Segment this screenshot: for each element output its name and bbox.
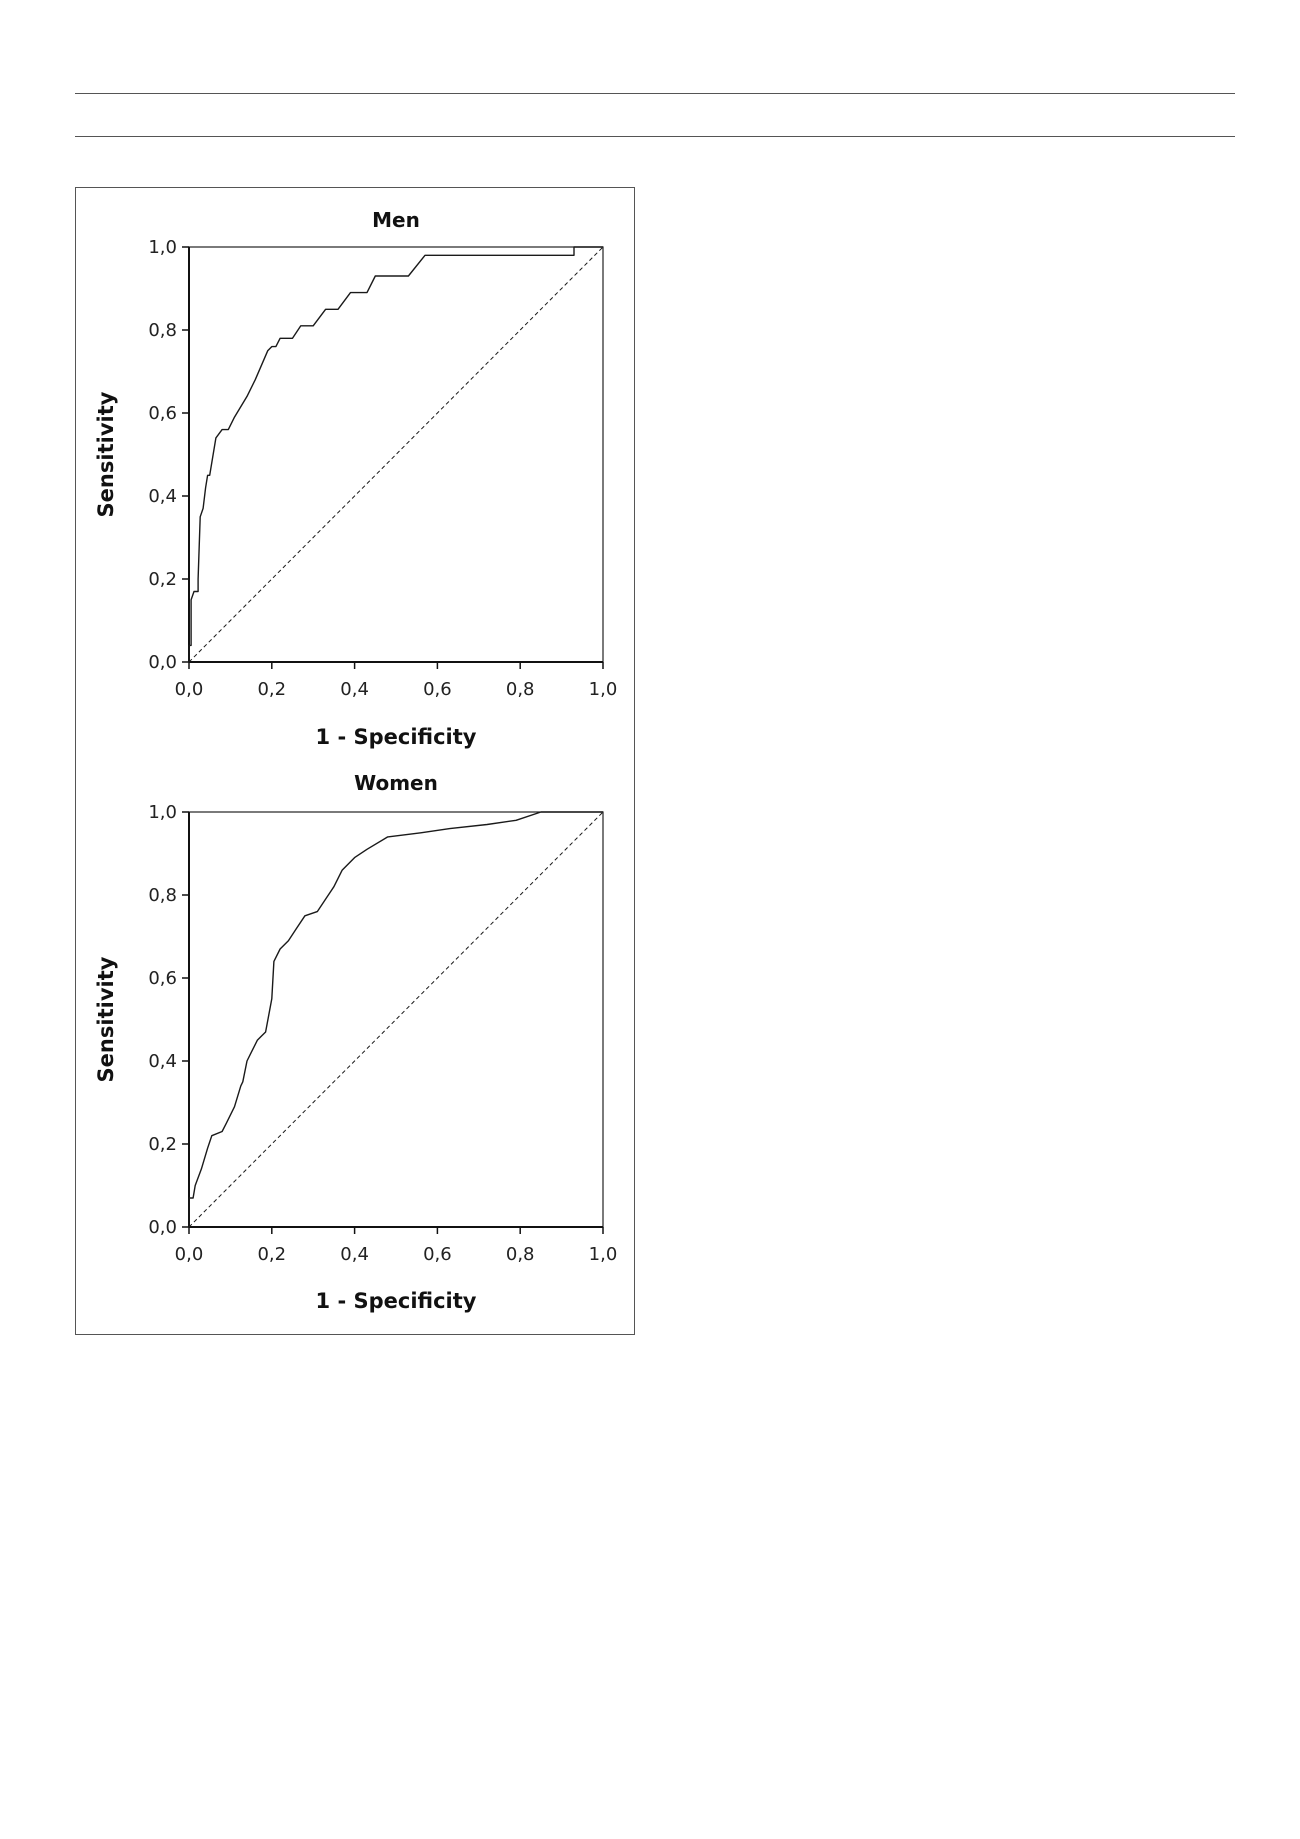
y-tick-label: 0,8	[148, 885, 177, 906]
roc-panel-men: Men 0,0 0,2 0,4 0,6 0,8 1,0 0,0 0,2 0,4 0,6 0,8 1,0 1…	[94, 208, 617, 749]
y-tick-label: 0,6	[148, 968, 177, 989]
x-tick-label: 0,8	[506, 679, 535, 700]
roc-curve-line	[188, 246, 603, 662]
header-rule-bottom	[75, 136, 1235, 137]
x-tick-label: 0,6	[423, 1244, 452, 1265]
roc-panel-women: Women 0,0 0,2 0,4 0,6 0,8 1,0 0,0 0,2 0,4 0,6 0,8 1,…	[94, 771, 617, 1313]
y-tick-label: 1,0	[148, 802, 177, 823]
y-tick-label: 0,8	[148, 320, 177, 341]
y-tick-label: 0,0	[148, 1217, 177, 1238]
y-tick-label: 0,0	[148, 652, 177, 673]
y-tick-label: 0,4	[148, 486, 177, 507]
y-tick-label: 0,2	[148, 1134, 177, 1155]
chart-title: Men	[372, 208, 420, 232]
roc-curve-line	[188, 811, 603, 1227]
x-tick-label: 0,8	[506, 1244, 535, 1265]
x-tick-label: 0,0	[175, 679, 204, 700]
x-tick-label: 1,0	[589, 679, 618, 700]
x-axis-label: 1 - Specificity	[316, 725, 477, 749]
y-tick-label: 0,6	[148, 403, 177, 424]
x-tick-label: 0,6	[423, 679, 452, 700]
y-axis-label: Sensitivity	[94, 391, 118, 517]
x-axis-label: 1 - Specificity	[316, 1289, 477, 1313]
reference-diagonal-line	[188, 246, 604, 663]
x-tick-label: 1,0	[589, 1244, 618, 1265]
y-tick-label: 1,0	[148, 237, 177, 258]
reference-diagonal-line	[188, 811, 604, 1228]
y-axis-label: Sensitivity	[94, 956, 118, 1082]
y-tick-label: 0,2	[148, 569, 177, 590]
x-tick-label: 0,4	[340, 1244, 369, 1265]
x-tick-label: 0,2	[257, 1244, 286, 1265]
figure-frame	[75, 187, 635, 1335]
chart-title: Women	[354, 771, 438, 795]
y-tick-label: 0,4	[148, 1051, 177, 1072]
header-rule-top	[75, 93, 1235, 94]
x-tick-label: 0,0	[175, 1244, 204, 1265]
x-tick-label: 0,2	[257, 679, 286, 700]
x-tick-label: 0,4	[340, 679, 369, 700]
